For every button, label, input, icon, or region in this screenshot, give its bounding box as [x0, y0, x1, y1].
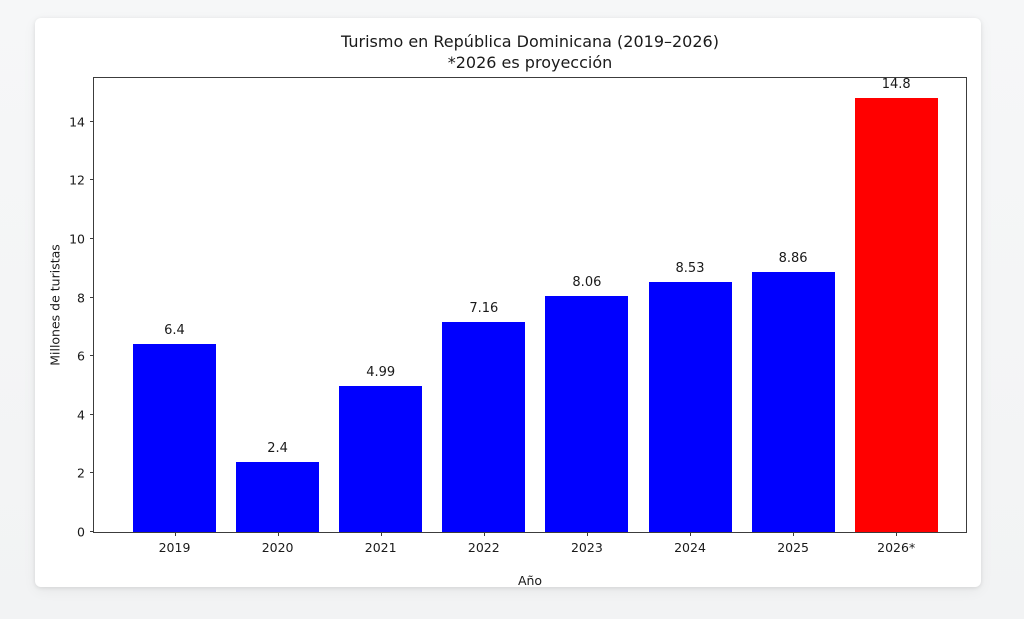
y-tick-label: 12: [69, 172, 85, 188]
x-axis-label: Año: [517, 573, 543, 588]
y-tick-mark: [90, 531, 94, 532]
y-tick-mark: [90, 179, 94, 181]
y-tick-mark: [90, 413, 94, 415]
x-tick-mark: [690, 532, 691, 536]
bar-2025: [751, 272, 835, 532]
x-tick-label: 2020: [261, 540, 294, 555]
y-tick-label: 2: [77, 465, 85, 481]
y-tick-label: 4: [77, 407, 85, 423]
bar-2023: [545, 295, 629, 532]
chart-title: Turismo en República Dominicana (2019–20…: [341, 32, 719, 51]
x-tick-mark: [896, 532, 898, 536]
y-tick-label: 8: [77, 290, 85, 306]
x-tick-mark: [793, 532, 795, 536]
y-tick-label: 14: [69, 114, 85, 130]
y-tick-mark: [90, 120, 94, 122]
x-tick-label: 2024: [674, 540, 706, 555]
y-tick-label: 0: [77, 524, 85, 540]
bar-value-label: 8.86: [778, 251, 808, 267]
y-tick-mark: [90, 472, 94, 474]
bar-value-label: 8.53: [675, 261, 705, 277]
x-tick-mark: [277, 532, 279, 536]
x-tick-label: 2019: [158, 540, 191, 555]
x-tick-label: 2022: [467, 540, 500, 555]
bar-value-label: 2.4: [267, 440, 288, 456]
y-tick-label: 6: [77, 348, 85, 364]
bar-2019: [133, 344, 216, 532]
plot-inner: 0 2 4 6 8 10 12 14 6.4 2019 2.4 2020 4.99 2021 7.16 202…: [69, 77, 966, 555]
y-axis-label: Millones de turistas: [47, 244, 63, 366]
bar-2020: [236, 461, 320, 532]
y-tick-label: 10: [69, 231, 85, 247]
x-tick-label: 2025: [777, 540, 809, 555]
bar-value-label: 7.16: [469, 301, 499, 317]
bar-2024: [648, 282, 732, 532]
bar-2026*: [854, 98, 938, 532]
x-tick-mark: [483, 532, 485, 536]
plot-area: 0 2 4 6 8 10 12 14 6.4 2019 2.4 2020 4.99 2021 7.16 202…: [69, 77, 967, 555]
y-tick-mark: [90, 237, 94, 239]
chart-subtitle: *2026 es proyección: [447, 53, 613, 72]
bar-value-label: 6.4: [164, 323, 185, 339]
bar-value-label: 8.06: [572, 274, 602, 290]
x-tick-label: 2021: [364, 540, 397, 555]
bar-value-label: 14.8: [881, 77, 911, 93]
x-tick-mark: [586, 532, 588, 536]
x-tick-label: 2026*: [877, 540, 916, 555]
chart-card: Turismo en República Dominicana (2019–20…: [35, 18, 981, 588]
y-tick-mark: [90, 296, 94, 298]
bar-2022: [442, 322, 526, 532]
y-tick-mark: [90, 355, 94, 357]
x-tick-mark: [174, 532, 176, 536]
bar-chart-figure: Turismo en República Dominicana (2019–20…: [35, 18, 981, 588]
bar-value-label: 4.99: [366, 364, 396, 380]
x-tick-mark: [380, 532, 382, 536]
x-tick-label: 2023: [570, 540, 603, 555]
bar-2021: [339, 385, 423, 532]
